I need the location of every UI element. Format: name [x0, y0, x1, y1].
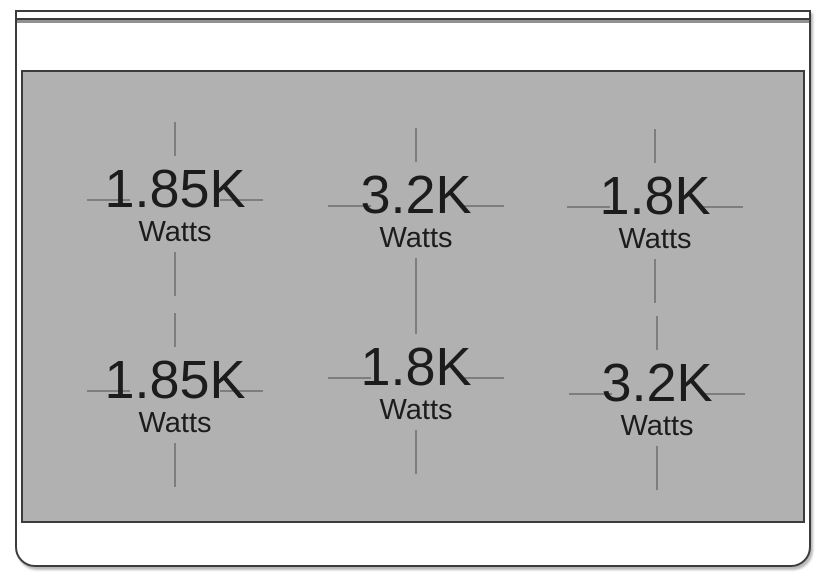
crosshair-top-arm-icon: [174, 122, 176, 156]
crosshair-bottom-arm-icon: [654, 259, 656, 303]
crosshair-top-arm-icon: [174, 313, 176, 347]
range-body-outline: 1.85K Watts 3.2K Watts 1.8K Watts: [15, 10, 811, 567]
burner-wattage-value: 1.85K: [104, 350, 246, 410]
crosshair-left-arm-icon: [328, 205, 371, 207]
crosshair-bottom-arm-icon: [174, 252, 176, 296]
crosshair-left-arm-icon: [87, 390, 130, 392]
crosshair-top-arm-icon: [415, 128, 417, 162]
crosshair-right-arm-icon: [702, 393, 745, 395]
top-trim-line: [17, 18, 809, 23]
burner-wattage-unit: Watts: [138, 216, 212, 248]
crosshair-top-arm-icon: [654, 129, 656, 163]
crosshair-left-arm-icon: [328, 377, 371, 379]
crosshair-top-arm-icon: [656, 316, 658, 350]
burner-wattage-value: 1.8K: [360, 337, 472, 397]
crosshair-left-arm-icon: [87, 199, 130, 201]
crosshair-top-arm-icon: [415, 300, 417, 334]
crosshair-right-arm-icon: [461, 377, 504, 379]
burner-wattage-value: 3.2K: [601, 353, 713, 413]
crosshair-bottom-arm-icon: [415, 430, 417, 474]
crosshair-left-arm-icon: [567, 206, 610, 208]
crosshair-bottom-arm-icon: [656, 446, 658, 490]
crosshair-right-arm-icon: [220, 199, 263, 201]
burner-wattage-value: 3.2K: [360, 165, 472, 225]
burner-wattage-unit: Watts: [379, 222, 453, 254]
crosshair-bottom-arm-icon: [174, 443, 176, 487]
burner-wattage-unit: Watts: [620, 410, 694, 442]
crosshair-right-arm-icon: [220, 390, 263, 392]
front-panel-area: [17, 525, 809, 565]
burner-wattage-unit: Watts: [138, 407, 212, 439]
crosshair-right-arm-icon: [700, 206, 743, 208]
burner-wattage-unit: Watts: [379, 394, 453, 426]
crosshair-right-arm-icon: [461, 205, 504, 207]
burner-wattage-value: 1.85K: [104, 159, 246, 219]
burner-wattage-value: 1.8K: [599, 166, 711, 226]
crosshair-left-arm-icon: [569, 393, 612, 395]
burner-wattage-unit: Watts: [618, 223, 692, 255]
cooktop-surface: 1.85K Watts 3.2K Watts 1.8K Watts: [21, 70, 805, 523]
crosshair-bottom-arm-icon: [415, 258, 417, 302]
control-panel-area: [17, 23, 809, 70]
